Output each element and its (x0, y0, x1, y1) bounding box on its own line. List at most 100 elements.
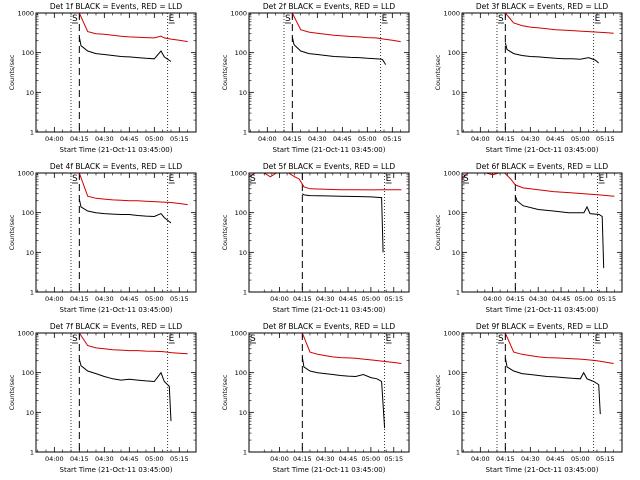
series-line-black (301, 356, 386, 429)
series-line-black (514, 195, 605, 269)
x-tick-label: 04:15 (496, 455, 515, 463)
y-tick-label: 100 (22, 369, 34, 377)
x-tick-label: 05:15 (170, 455, 189, 463)
plot-frame (35, 332, 197, 453)
y-tick-label: 10 (239, 89, 247, 97)
x-tick-label: 04:45 (120, 135, 139, 143)
end-marker: E (386, 334, 392, 344)
chart-panel: Det 9f BLACK = Events, RED = LLD Counts/s… (434, 322, 623, 474)
start-marker: S (498, 334, 504, 344)
x-axis-label: Start Time (21-Oct-11 03:45:00) (273, 466, 386, 474)
x-tick-label: 05:15 (384, 295, 403, 303)
x-axis-label: Start Time (21-Oct-11 03:45:00) (60, 146, 173, 154)
y-tick-label: 10 (26, 249, 34, 257)
start-marker: S (463, 174, 469, 184)
chart-panel: Det 2f BLACK = Events, RED = LLD Counts/s… (221, 2, 410, 154)
y-axis-label: Counts/sec (8, 214, 16, 250)
x-axis-label: Start Time (21-Oct-11 03:45:00) (273, 306, 386, 314)
chart-panel: Det 3f BLACK = Events, RED = LLD Counts/s… (434, 2, 623, 154)
chart-title: Det 8f BLACK = Events, RED = LLD (263, 322, 396, 331)
series-line-black (78, 36, 172, 62)
x-tick-label: 04:00 (258, 135, 277, 143)
y-tick-label: 1000 (17, 10, 34, 18)
x-axis-label: Start Time (21-Oct-11 03:45:00) (486, 306, 599, 314)
series-line-red (301, 333, 402, 364)
y-tick-label: 100 (448, 369, 460, 377)
y-tick-label: 1000 (17, 170, 34, 178)
x-tick-label: 05:00 (358, 135, 377, 143)
series-line-black (78, 198, 172, 224)
x-tick-label: 04:15 (283, 135, 302, 143)
y-tick-label: 100 (448, 49, 460, 57)
chart-panel: Det 5f BLACK = Events, RED = LLD Counts/s… (221, 162, 410, 314)
x-tick-label: 05:00 (145, 455, 164, 463)
x-tick-label: 04:45 (339, 455, 358, 463)
x-tick-label: 04:15 (496, 135, 515, 143)
x-tick-label: 04:30 (95, 455, 114, 463)
x-tick-label: 05:00 (362, 295, 381, 303)
start-marker: S (72, 334, 78, 344)
y-tick-label: 1000 (443, 170, 460, 178)
start-marker: S (285, 14, 291, 24)
start-marker: S (498, 14, 504, 24)
end-marker: E (169, 14, 175, 24)
chart-title: Det 7f BLACK = Events, RED = LLD (50, 322, 183, 331)
x-tick-label: 05:00 (571, 135, 590, 143)
plot-frame (248, 172, 410, 293)
x-tick-label: 05:00 (362, 455, 381, 463)
y-tick-label: 1 (243, 289, 247, 297)
plot-frame (461, 12, 623, 133)
chart-title: Det 2f BLACK = Events, RED = LLD (263, 2, 396, 11)
plot-frame (35, 12, 197, 133)
chart-title: Det 4f BLACK = Events, RED = LLD (50, 162, 183, 171)
y-tick-label: 1 (456, 129, 460, 137)
end-marker: E (386, 174, 392, 184)
x-tick-label: 04:45 (552, 295, 571, 303)
x-tick-label: 05:15 (597, 295, 616, 303)
series-line-red (291, 13, 401, 43)
chart-title: Det 1f BLACK = Events, RED = LLD (50, 2, 183, 11)
end-marker: E (595, 14, 601, 24)
plot-frame (35, 172, 197, 293)
y-axis-label: Counts/sec (434, 214, 442, 250)
y-tick-label: 100 (22, 49, 34, 57)
y-tick-label: 1000 (443, 330, 460, 338)
x-tick-label: 04:30 (521, 455, 540, 463)
y-axis-label: Counts/sec (221, 214, 229, 250)
x-tick-label: 05:15 (596, 455, 615, 463)
start-marker: S (72, 14, 78, 24)
end-marker: E (599, 174, 605, 184)
y-tick-label: 10 (239, 409, 247, 417)
x-tick-label: 04:45 (546, 135, 565, 143)
y-axis-label: Counts/sec (8, 374, 16, 410)
y-tick-label: 1000 (230, 330, 247, 338)
y-tick-label: 10 (452, 89, 460, 97)
y-tick-label: 10 (26, 89, 34, 97)
x-tick-label: 04:30 (529, 295, 548, 303)
x-axis-label: Start Time (21-Oct-11 03:45:00) (273, 146, 386, 154)
series-line-red (462, 173, 615, 197)
x-tick-label: 04:45 (120, 455, 139, 463)
series-line-black (301, 193, 384, 253)
y-tick-label: 10 (239, 249, 247, 257)
x-tick-label: 04:00 (471, 135, 490, 143)
chart-panel: Det 6f BLACK = Events, RED = LLD Counts/s… (434, 162, 623, 314)
x-axis-label: Start Time (21-Oct-11 03:45:00) (486, 466, 599, 474)
start-marker: S (250, 334, 256, 344)
x-tick-label: 04:45 (120, 295, 139, 303)
x-tick-label: 05:00 (145, 135, 164, 143)
end-marker: E (595, 334, 601, 344)
y-tick-label: 1 (243, 449, 247, 457)
plot-frame (461, 332, 623, 453)
y-tick-label: 1 (30, 129, 34, 137)
x-tick-label: 05:15 (596, 135, 615, 143)
y-tick-label: 100 (448, 209, 460, 217)
series-line-red (504, 333, 614, 364)
chart-panel: Det 7f BLACK = Events, RED = LLD Counts/s… (8, 322, 197, 474)
x-tick-label: 05:15 (170, 295, 189, 303)
end-marker: E (169, 334, 175, 344)
plot-frame (248, 332, 410, 453)
x-tick-label: 04:15 (506, 295, 525, 303)
series-line-red (78, 173, 188, 206)
end-marker: E (169, 174, 175, 184)
